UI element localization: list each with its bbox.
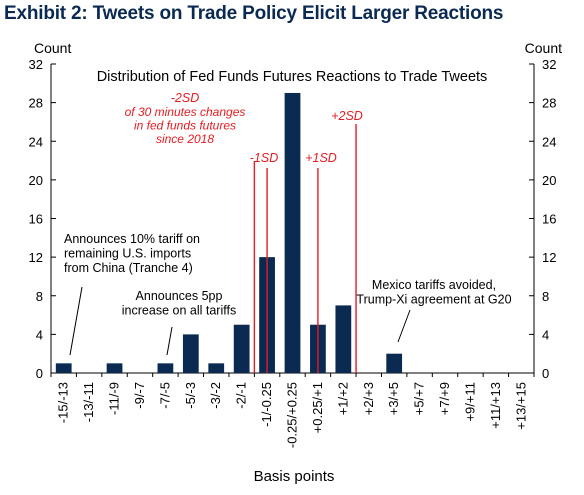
y-tick-label-right: 20 <box>542 173 556 188</box>
x-tick-label: -13/-11 <box>81 382 96 422</box>
x-tick-label: +9/+11 <box>462 382 477 422</box>
sd-label: +1SD <box>305 151 337 165</box>
annotation-text: increase on all tariffs <box>122 304 236 318</box>
x-tick-label: +13/+15 <box>513 382 528 430</box>
annotation-pointer <box>69 286 83 356</box>
sd-reference-lines: -2SD -1SD +1SD +2SD of 30 minutes changesin … <box>125 91 363 373</box>
sd-note-line: since 2018 <box>156 132 214 146</box>
annotation-text: Trump-Xi agreement at G20 <box>356 293 511 307</box>
x-tick-label: -3/-2 <box>208 382 223 409</box>
y-tick-label-left: 0 <box>36 366 43 381</box>
sd-label: -2SD <box>171 91 199 105</box>
x-axis-label: Basis points <box>254 468 335 485</box>
y-tick-label-right: 0 <box>542 366 549 381</box>
x-tick-label: +11/+13 <box>488 382 503 429</box>
sd-label: +2SD <box>331 109 363 123</box>
sd-label: -1SD <box>250 151 278 165</box>
annotation-text: Mexico tariffs avoided, <box>372 278 496 292</box>
y-tick-label-right: 8 <box>542 289 549 304</box>
exhibit-title: Exhibit 2: Tweets on Trade Policy Elicit… <box>4 3 504 24</box>
y-tick-label-right: 16 <box>542 212 556 227</box>
annotation-pointer <box>397 309 411 343</box>
x-tick-label: -1/-0.25 <box>259 382 274 427</box>
x-tick-label: +5/+7 <box>412 382 427 415</box>
x-tick-label: -15/-13 <box>56 382 71 423</box>
chart-texts: 0 0 4 4 8 8 12 12 16 16 20 20 24 24 28 28 32 32 -15/-13 -13… <box>29 40 563 485</box>
x-tick-label: -7/-5 <box>157 382 172 409</box>
y-tick-label-right: 12 <box>542 250 556 265</box>
bar <box>106 363 123 373</box>
x-tick-label: -2/-1 <box>234 382 249 409</box>
x-tick-label: +2/+3 <box>361 382 376 415</box>
y-tick-label-right: 28 <box>542 96 556 111</box>
y-tick-label-left: 32 <box>29 57 43 72</box>
chart-title: Distribution of Fed Funds Futures Reacti… <box>97 69 488 85</box>
sd-note-line: in fed funds futures <box>134 119 236 133</box>
y-tick-label-left: 16 <box>29 212 43 227</box>
bar <box>157 363 174 373</box>
bar <box>55 363 72 373</box>
bar <box>233 324 250 373</box>
y-tick-label-left: 20 <box>29 173 43 188</box>
bar <box>284 92 301 373</box>
annotation-text: from China (Tranche 4) <box>64 261 193 275</box>
annotation-text: Announces 10% tariff on <box>64 232 200 246</box>
y-tick-label-left: 12 <box>29 250 43 265</box>
y-axis-label-left: Count <box>34 40 71 56</box>
y-tick-label-right: 4 <box>542 327 549 342</box>
y-tick-label-left: 24 <box>29 134 43 149</box>
sd-note-line: of 30 minutes changes <box>125 105 246 119</box>
x-tick-label: +1/+2 <box>335 382 350 415</box>
y-tick-label-right: 24 <box>542 134 556 149</box>
x-tick-label: +0.25/+1 <box>310 382 325 433</box>
annotation-text: Announces 5pp <box>136 289 223 303</box>
annotation-pointer <box>166 326 173 356</box>
bar <box>335 305 352 373</box>
y-tick-label-left: 4 <box>36 327 43 342</box>
x-tick-label: -0.25/+0.25 <box>285 382 300 448</box>
x-tick-label: +3/+5 <box>386 382 401 415</box>
x-tick-label: -9/-7 <box>132 382 147 409</box>
x-tick-label: -11/-9 <box>107 382 122 415</box>
bar <box>182 334 199 373</box>
x-tick-label: -5/-3 <box>183 382 198 409</box>
x-tick-label: +7/+9 <box>437 382 452 415</box>
bar <box>208 363 225 373</box>
y-tick-label-left: 28 <box>29 96 43 111</box>
bar <box>386 353 403 373</box>
y-axis-label-right: Count <box>525 40 562 56</box>
y-tick-label-left: 8 <box>36 289 43 304</box>
annotation-text: remaining U.S. imports <box>64 247 191 261</box>
y-tick-label-right: 32 <box>542 57 556 72</box>
